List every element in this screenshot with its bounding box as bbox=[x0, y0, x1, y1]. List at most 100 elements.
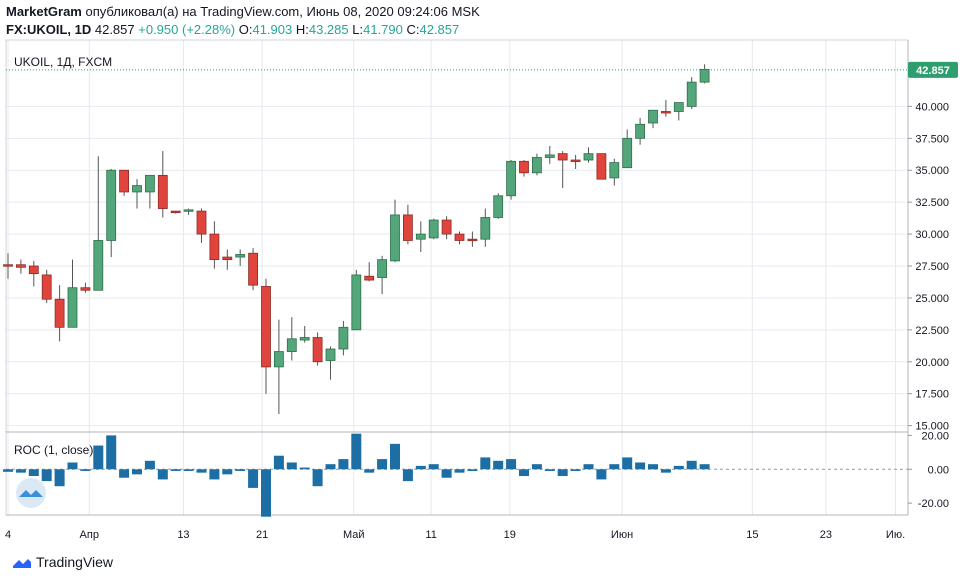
candle-body bbox=[41, 274, 52, 300]
published-text: опубликовал(а) на TradingView.com, Июнь … bbox=[81, 4, 480, 19]
price-tick-label: 22.500 bbox=[915, 325, 949, 337]
last-price-tag-bg bbox=[908, 61, 958, 78]
price-axis: 15.000 17.500 20.000 22.500 25.000 27.500 30.0… bbox=[908, 101, 949, 433]
time-tick-label: Ию. bbox=[886, 529, 905, 541]
roc-bar bbox=[248, 469, 259, 488]
roc-bar bbox=[106, 435, 117, 470]
candle-body bbox=[196, 210, 207, 235]
time-tick-label: Июн bbox=[611, 529, 633, 541]
roc-bar bbox=[3, 469, 13, 472]
price-tick-label: 17.500 bbox=[915, 389, 949, 401]
candle-body bbox=[699, 68, 710, 83]
candle-body bbox=[248, 252, 259, 286]
candle-body bbox=[209, 233, 220, 261]
roc-bar bbox=[144, 460, 155, 470]
roc-bar bbox=[351, 433, 362, 470]
roc-bar bbox=[196, 469, 207, 473]
price-tick-label: 15.000 bbox=[915, 421, 949, 433]
price-tick-label: 30.000 bbox=[915, 229, 949, 241]
symbol-price: 42.857 bbox=[94, 22, 135, 37]
candle-body bbox=[532, 157, 542, 174]
publisher-name[interactable]: MarketGram bbox=[6, 4, 82, 19]
footer-brand[interactable]: TradingView bbox=[36, 554, 114, 570]
roc-title: ROC (1, close) bbox=[14, 443, 93, 457]
price-tick-label: 27.500 bbox=[915, 261, 949, 273]
roc-bar bbox=[506, 459, 517, 470]
open-label: O: bbox=[238, 22, 253, 37]
candle-body bbox=[480, 217, 491, 240]
close-label: C: bbox=[406, 22, 420, 37]
candle-body bbox=[493, 195, 504, 218]
candle-body bbox=[377, 259, 388, 278]
time-tick-label: Апр bbox=[80, 529, 99, 541]
last-price-value: 42.857 bbox=[916, 65, 950, 77]
candle-body bbox=[273, 351, 284, 368]
roc-bar bbox=[402, 469, 413, 482]
roc-bar bbox=[67, 462, 78, 470]
candlestick-series bbox=[3, 64, 710, 415]
roc-bar bbox=[80, 469, 91, 471]
roc-bar bbox=[286, 462, 297, 470]
price-tick-label: 25.000 bbox=[915, 293, 949, 305]
candle-body bbox=[235, 254, 246, 258]
roc-bar bbox=[119, 469, 130, 478]
plot-frame bbox=[5, 39, 909, 516]
roc-tick-label: 0.00 bbox=[928, 464, 949, 476]
roc-bar bbox=[467, 469, 478, 471]
time-tick-label: Май bbox=[343, 529, 365, 541]
symbol-label: FX:UKOIL, 1D bbox=[6, 22, 92, 37]
candle-body bbox=[299, 337, 310, 341]
roc-bar bbox=[157, 469, 168, 480]
roc-bar bbox=[209, 469, 220, 480]
roc-bar bbox=[93, 445, 104, 470]
candle-body bbox=[364, 275, 375, 281]
roc-bar bbox=[15, 469, 26, 473]
roc-bar bbox=[132, 469, 142, 475]
candle-body bbox=[661, 111, 671, 114]
candle-body bbox=[454, 233, 465, 241]
roc-bar bbox=[596, 469, 607, 480]
roc-bar bbox=[28, 469, 39, 477]
roc-bar bbox=[377, 459, 388, 470]
roc-bar bbox=[480, 457, 491, 470]
roc-bar bbox=[583, 464, 594, 470]
candle-body bbox=[312, 337, 323, 363]
roc-bar bbox=[648, 464, 658, 470]
time-tick-label: 21 bbox=[256, 529, 268, 541]
chart-canvas[interactable]: 15.000 17.500 20.000 22.500 25.000 27.500 30.0… bbox=[0, 0, 965, 552]
tradingview-logo-icon bbox=[13, 559, 31, 568]
roc-bar bbox=[261, 469, 271, 517]
candle-body bbox=[609, 162, 620, 179]
high-label: H: bbox=[295, 22, 309, 37]
candle-body bbox=[28, 265, 39, 275]
grid-lines bbox=[6, 40, 908, 515]
candle-body bbox=[222, 256, 233, 261]
roc-bar bbox=[544, 469, 555, 471]
time-axis: 4 Апр 13 21 Май 11 19 Июн 15 23 Ию. bbox=[5, 529, 905, 541]
roc-bar bbox=[41, 469, 52, 482]
roc-histogram bbox=[3, 433, 710, 517]
footer: TradingView bbox=[12, 554, 113, 570]
roc-bar bbox=[493, 460, 504, 470]
roc-bar bbox=[454, 469, 465, 473]
roc-bar bbox=[570, 469, 581, 471]
last-price-tag: 42.857 bbox=[908, 61, 958, 78]
candle-body bbox=[583, 153, 594, 161]
time-tick-label: 19 bbox=[504, 529, 516, 541]
roc-bar bbox=[686, 460, 697, 470]
symbol-info: FX:UKOIL, 1D 42.857 +0.950 (+2.28%) O:41… bbox=[6, 22, 459, 37]
candle-body bbox=[441, 219, 452, 235]
roc-bar bbox=[557, 469, 568, 477]
candle-body bbox=[119, 169, 129, 193]
candle-body bbox=[338, 326, 349, 350]
symbol-change: +0.950 (+2.28%) bbox=[138, 22, 236, 37]
candle-body bbox=[144, 174, 155, 193]
candle-body bbox=[3, 264, 13, 267]
candle-body bbox=[544, 154, 555, 158]
open-value: 41.903 bbox=[252, 22, 293, 37]
candle-body bbox=[261, 286, 271, 368]
candle-body bbox=[519, 160, 529, 174]
roc-bar bbox=[673, 465, 684, 470]
low-label: L: bbox=[352, 22, 364, 37]
time-tick-label: 4 bbox=[5, 529, 11, 541]
